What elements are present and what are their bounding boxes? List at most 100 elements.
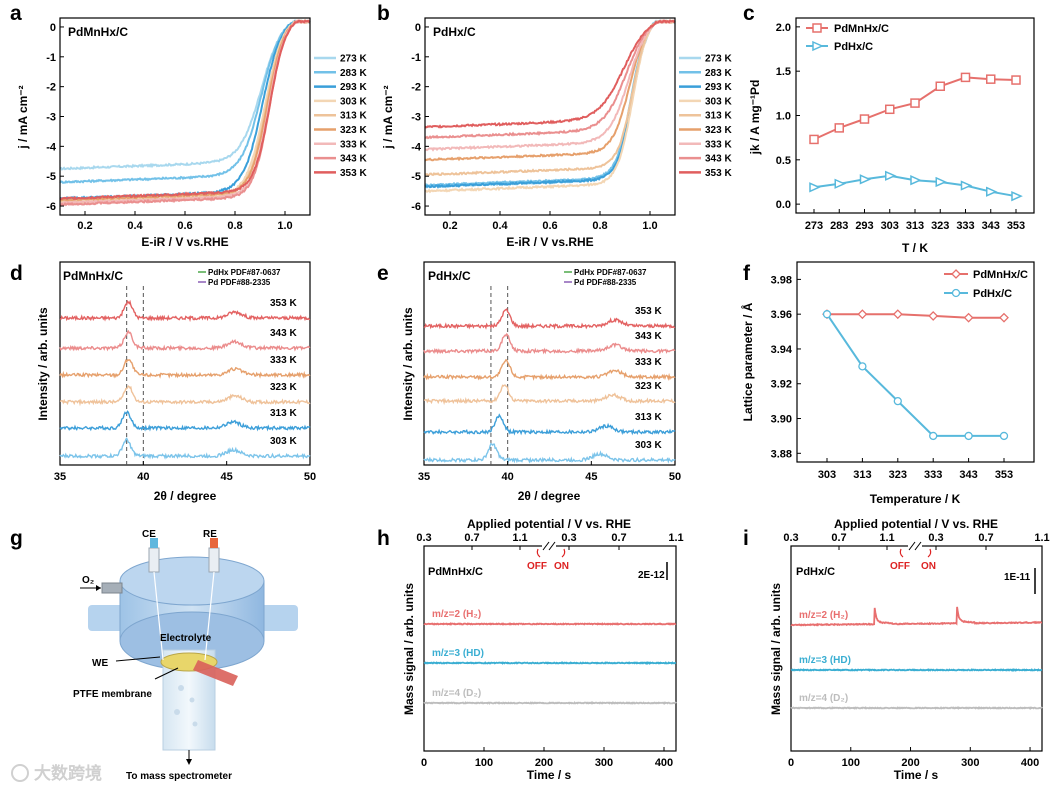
data-point — [859, 114, 870, 124]
axis-ticks-f: 303 313 323 333 343 353 3.88 3.90 3.92 3.94 3.96 3.… — [771, 274, 1014, 481]
x-tick-label: 323 — [931, 220, 949, 232]
re-cap — [210, 538, 218, 548]
ms-curves-h: m/z=2 (H₂) m/z=3 (HD) m/z=4 (D₂) — [423, 609, 677, 705]
series-label: m/z=2 (H₂) — [432, 609, 481, 620]
x-tick-label: 100 — [475, 757, 493, 769]
x-tick-label: 0 — [421, 757, 427, 769]
data-point — [935, 176, 948, 188]
ref-label-pdhx-e: PdHx PDF#87-0637 — [574, 268, 647, 277]
lsv-curve-353K — [424, 19, 676, 129]
xrd-curves-d: 353 K 343 K 333 K 323 K 313 K 303 K — [59, 298, 311, 460]
x-tick-label: 200 — [901, 757, 919, 769]
y-axis-label-f: Lattice parameter / Å — [740, 302, 755, 421]
data-point — [834, 178, 847, 189]
lsv-curve-303K — [59, 19, 311, 204]
x-tick-label: 313 — [853, 469, 871, 481]
sample-name-b: PdHx/C — [433, 25, 476, 39]
lsv-curve-333K — [424, 19, 675, 152]
y-tick-label: 1.0 — [776, 111, 791, 123]
legend-label: PdMnHx/C — [834, 23, 889, 35]
ms-curve-2 — [423, 701, 677, 705]
y-tick-label: 3.98 — [771, 274, 792, 286]
lsv-curve-283K — [59, 20, 311, 184]
we-pointer — [115, 656, 161, 662]
series-f — [822, 309, 1009, 441]
ms-curve-0 — [423, 622, 677, 626]
lsv-curve-313K — [59, 19, 311, 205]
x-tick-label: 400 — [1021, 757, 1039, 769]
xrd-curve-303K — [59, 437, 311, 460]
on-arrow-i — [927, 548, 932, 558]
xrd-curve-323K — [59, 385, 311, 407]
top-tick-label: 1.1 — [668, 532, 683, 544]
legend-label: 303 K — [705, 96, 732, 107]
ms-curve-2 — [790, 706, 1043, 710]
data-point — [964, 431, 973, 441]
bubble — [189, 697, 195, 703]
legend-label: 343 K — [340, 154, 367, 165]
xrd-curves-e: 353 K 343 K 333 K 323 K 313 K 303 K — [423, 306, 676, 464]
data-point — [809, 134, 819, 145]
legend-a: 273 K 283 K 293 K 303 K 313 K 323 K 333 K 343 K… — [314, 54, 367, 179]
legend-label: PdMnHx/C — [973, 269, 1028, 281]
x-tick-label: 333 — [924, 469, 942, 481]
bubble — [192, 721, 198, 727]
axis-ticks-e: 35 40 45 50 — [418, 461, 681, 483]
y-axis-label-a: j / mA cm⁻² — [16, 85, 30, 149]
top-tick-label: 1.1 — [512, 532, 527, 544]
top-tick-label: 0.7 — [611, 532, 626, 544]
o2-inlet — [101, 582, 123, 594]
data-point — [1011, 191, 1023, 202]
sample-name-h: PdMnHx/C — [428, 566, 483, 578]
y-tick-label: -4 — [46, 141, 57, 153]
top-axis-label-i: Applied potential / V vs. RHE — [834, 517, 998, 531]
off-marker-h: OFF — [527, 561, 547, 572]
data-point — [1011, 75, 1021, 85]
reference-lines-e — [490, 286, 509, 465]
y-tick-label: 2.0 — [776, 22, 791, 34]
ref-label-pd-e: Pd PDF#88-2335 — [574, 278, 637, 287]
axis-break-i — [908, 541, 922, 551]
ms-curve-1 — [423, 661, 677, 665]
panel-label-d: d — [10, 262, 23, 285]
axis-ticks-c: 273 283 293 303 313 323 333 343 353 0.0 0.5 1.0 1.5 2… — [776, 22, 1025, 232]
legend-marker — [812, 40, 824, 52]
axis-break-h — [542, 541, 556, 551]
series-label: m/z=4 (D₂) — [432, 688, 481, 699]
data-point — [834, 123, 844, 133]
legend-label: 353 K — [340, 168, 367, 179]
x-tick-label: 40 — [137, 471, 149, 483]
top-tick-label: 0.3 — [783, 532, 798, 544]
legend-label: 323 K — [705, 125, 732, 136]
x-tick-label: 1.0 — [642, 220, 657, 232]
top-tick-label: 0.3 — [928, 532, 943, 544]
legend-marker — [951, 269, 961, 279]
curve-label: 333 K — [270, 355, 297, 366]
sample-name-a: PdMnHx/C — [68, 25, 128, 39]
x-tick-label: 300 — [961, 757, 979, 769]
scale-bar-label-h: 2E-12 — [638, 570, 665, 581]
lsv-curves-b — [424, 18, 676, 194]
scale-bar-label-i: 1E-11 — [1004, 572, 1031, 583]
series-c — [809, 72, 1023, 202]
ms-curves-i: m/z=2 (H₂) m/z=3 (HD) m/z=4 (D₂) — [790, 606, 1043, 710]
xrd-curve-353K — [59, 299, 311, 323]
panel-label-c: c — [743, 2, 755, 25]
panel-label-h: h — [377, 527, 390, 550]
label-re: RE — [203, 529, 217, 540]
panel-label-a: a — [10, 2, 22, 25]
label-o2: O₂ — [82, 575, 94, 586]
x-axis-label-h: Time / s — [527, 768, 572, 782]
y-axis-label-b: j / mA cm⁻² — [381, 85, 395, 149]
plot-frame-c — [795, 17, 1035, 214]
curve-label: 353 K — [270, 298, 297, 309]
panel-label-f: f — [743, 262, 751, 285]
lsv-curves-a — [59, 18, 311, 207]
label-electrolyte: Electrolyte — [160, 633, 212, 644]
y-tick-label: 0.0 — [776, 199, 791, 211]
axis-ticks-i: 0 100 200 300 400 0.3 0.7 1.1 0.3 0.7 1.1 — [783, 532, 1049, 769]
y-tick-label: -1 — [411, 52, 421, 64]
top-tick-label: 0.3 — [416, 532, 431, 544]
on-marker-i: ON — [921, 561, 936, 572]
